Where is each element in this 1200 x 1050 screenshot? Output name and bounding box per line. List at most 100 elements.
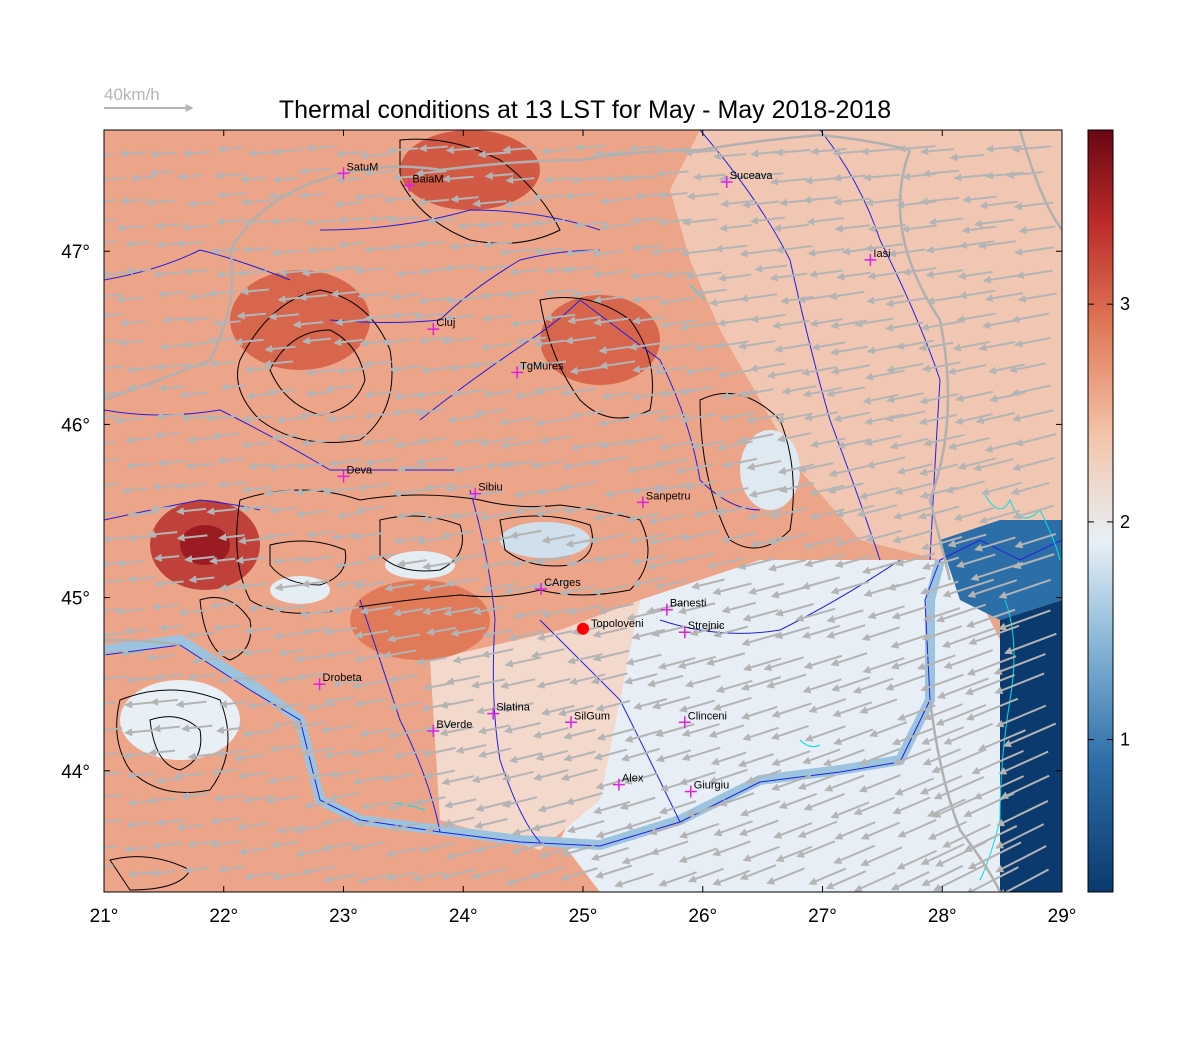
wind-arrow bbox=[354, 817, 388, 828]
wind-arrow bbox=[271, 872, 301, 881]
wind-arrow bbox=[830, 364, 871, 375]
wind-arrow bbox=[935, 704, 987, 726]
wind-arrow bbox=[830, 345, 868, 356]
wind-arrow bbox=[530, 459, 564, 470]
wind-arrow bbox=[445, 675, 480, 686]
wind-arrow bbox=[366, 553, 396, 562]
city-label: Slatina bbox=[496, 702, 531, 714]
wind-arrow bbox=[746, 459, 782, 471]
wind-arrow bbox=[359, 727, 393, 738]
wind-arrow bbox=[426, 216, 456, 225]
wind-arrow bbox=[298, 293, 328, 302]
wind-arrow bbox=[328, 792, 360, 802]
site-label: Topoloveni bbox=[591, 618, 644, 630]
wind-arrow bbox=[653, 366, 687, 376]
wind-arrow bbox=[567, 316, 601, 325]
wind-arrow bbox=[440, 868, 476, 880]
wind-arrow bbox=[298, 609, 331, 619]
wind-arrow bbox=[300, 439, 330, 448]
wind-arrow bbox=[918, 413, 957, 426]
wind-arrow bbox=[118, 149, 147, 158]
wind-arrow bbox=[301, 865, 335, 876]
wind-arrow bbox=[836, 271, 871, 281]
wind-arrow bbox=[509, 268, 539, 276]
wind-arrow bbox=[240, 440, 270, 449]
wind-arrow bbox=[560, 768, 598, 782]
wind-arrow bbox=[775, 845, 813, 862]
wind-arrow bbox=[415, 169, 447, 177]
wind-arrow bbox=[213, 794, 244, 803]
wind-arrow bbox=[1000, 774, 1050, 799]
wind-arrow bbox=[272, 557, 305, 566]
wind-arrow bbox=[149, 869, 176, 878]
wind-arrow bbox=[479, 535, 512, 546]
wind-arrow bbox=[772, 319, 810, 330]
wind-arrow bbox=[304, 218, 335, 227]
lon-tick-label: 25° bbox=[569, 906, 598, 927]
wind-arrow bbox=[387, 728, 423, 739]
wind-arrow bbox=[741, 200, 780, 209]
wind-arrow bbox=[332, 679, 362, 688]
wind-arrow bbox=[884, 321, 924, 332]
wind-arrow bbox=[324, 384, 355, 393]
wind-arrow bbox=[387, 215, 419, 224]
wind-arrow bbox=[998, 868, 1050, 892]
wind-arrow bbox=[614, 872, 654, 888]
wind-arrow bbox=[361, 801, 391, 811]
wind-arrow bbox=[865, 198, 903, 207]
wind-arrow bbox=[531, 218, 565, 227]
wind-arrow bbox=[802, 195, 838, 204]
wind-arrow bbox=[955, 553, 996, 569]
wind-arrow bbox=[104, 441, 116, 444]
wind-arrow bbox=[828, 290, 865, 300]
wind-arrow bbox=[186, 435, 216, 444]
wind-arrow bbox=[234, 337, 264, 346]
wind-arrow bbox=[540, 146, 571, 155]
city-label: Giurgiu bbox=[694, 780, 729, 792]
wind-arrow bbox=[860, 147, 898, 156]
wind-arrow bbox=[217, 480, 247, 489]
wind-arrow bbox=[833, 728, 874, 746]
wind-arrow bbox=[104, 534, 127, 543]
wind-arrow bbox=[147, 748, 176, 757]
lon-tick-label: 24° bbox=[449, 906, 478, 927]
wind-arrow bbox=[592, 249, 624, 258]
thermal-hotspot-west-core bbox=[180, 525, 230, 565]
city-marker: TgMures bbox=[511, 360, 564, 379]
wind-arrow bbox=[383, 195, 417, 204]
city-label: Suceava bbox=[730, 170, 774, 182]
wind-arrow bbox=[422, 560, 457, 571]
wind-arrow bbox=[152, 841, 183, 850]
wind-arrow bbox=[921, 625, 962, 641]
wind-arrow bbox=[596, 727, 636, 741]
wind-arrow bbox=[599, 222, 634, 231]
wind-arrow bbox=[352, 581, 385, 590]
wind-arrow bbox=[271, 147, 303, 156]
wind-arrow bbox=[597, 417, 631, 427]
wind-arrow bbox=[414, 796, 446, 806]
lon-tick-label: 21° bbox=[90, 906, 119, 927]
wind-arrow bbox=[363, 314, 395, 323]
wind-arrow bbox=[566, 604, 603, 616]
wind-arrow bbox=[768, 532, 808, 546]
wind-arrow bbox=[953, 173, 991, 182]
wind-arrow bbox=[886, 392, 924, 404]
wind-arrow bbox=[187, 752, 217, 761]
wind-arrow bbox=[323, 696, 355, 705]
wind-arrow bbox=[333, 338, 363, 347]
wind-arrow bbox=[773, 822, 813, 839]
wind-arrow bbox=[974, 218, 1015, 228]
wind-arrow bbox=[104, 458, 119, 462]
wind-arrow bbox=[626, 609, 664, 621]
wind-arrow bbox=[416, 239, 445, 248]
wind-arrow bbox=[473, 842, 507, 854]
wind-arrow bbox=[385, 847, 418, 858]
wind-arrow bbox=[885, 410, 925, 423]
wind-arrow bbox=[124, 267, 151, 276]
wind-arrow bbox=[271, 433, 299, 442]
wind-arrow bbox=[887, 248, 926, 258]
wind-arrow bbox=[530, 648, 565, 659]
wind-arrow bbox=[718, 792, 755, 807]
wind-arrow bbox=[126, 820, 152, 829]
wind-arrow bbox=[925, 244, 965, 254]
